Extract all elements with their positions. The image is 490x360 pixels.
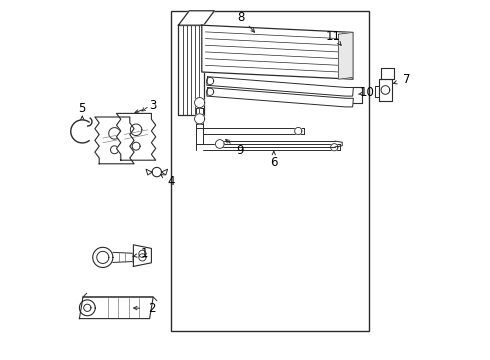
Polygon shape xyxy=(132,142,140,150)
Polygon shape xyxy=(195,114,205,124)
Polygon shape xyxy=(117,113,156,160)
Text: 7: 7 xyxy=(402,73,410,86)
Polygon shape xyxy=(130,124,142,135)
Text: 9: 9 xyxy=(236,144,244,157)
Text: 5: 5 xyxy=(78,102,86,114)
Polygon shape xyxy=(79,297,153,319)
Polygon shape xyxy=(294,127,302,135)
Text: 6: 6 xyxy=(270,156,277,169)
Text: 10: 10 xyxy=(360,86,375,99)
Text: 1: 1 xyxy=(141,247,148,260)
Text: 2: 2 xyxy=(147,302,155,315)
Polygon shape xyxy=(381,68,393,79)
Polygon shape xyxy=(93,247,113,267)
Polygon shape xyxy=(339,32,353,79)
Text: 3: 3 xyxy=(149,99,157,112)
Polygon shape xyxy=(133,245,151,266)
Bar xyxy=(171,11,369,331)
Polygon shape xyxy=(202,25,353,79)
Polygon shape xyxy=(381,86,390,94)
Polygon shape xyxy=(206,77,214,85)
Polygon shape xyxy=(178,11,215,25)
Polygon shape xyxy=(152,167,162,177)
Polygon shape xyxy=(207,87,353,107)
Polygon shape xyxy=(379,79,392,101)
Text: 11: 11 xyxy=(326,30,341,42)
Polygon shape xyxy=(207,77,353,96)
Polygon shape xyxy=(79,300,95,316)
Polygon shape xyxy=(195,98,205,108)
Polygon shape xyxy=(109,128,120,139)
Polygon shape xyxy=(216,140,224,148)
Polygon shape xyxy=(331,144,338,151)
Text: 8: 8 xyxy=(238,11,245,24)
Text: 4: 4 xyxy=(168,175,175,188)
Polygon shape xyxy=(206,88,214,95)
Polygon shape xyxy=(95,117,134,164)
Polygon shape xyxy=(111,146,119,154)
